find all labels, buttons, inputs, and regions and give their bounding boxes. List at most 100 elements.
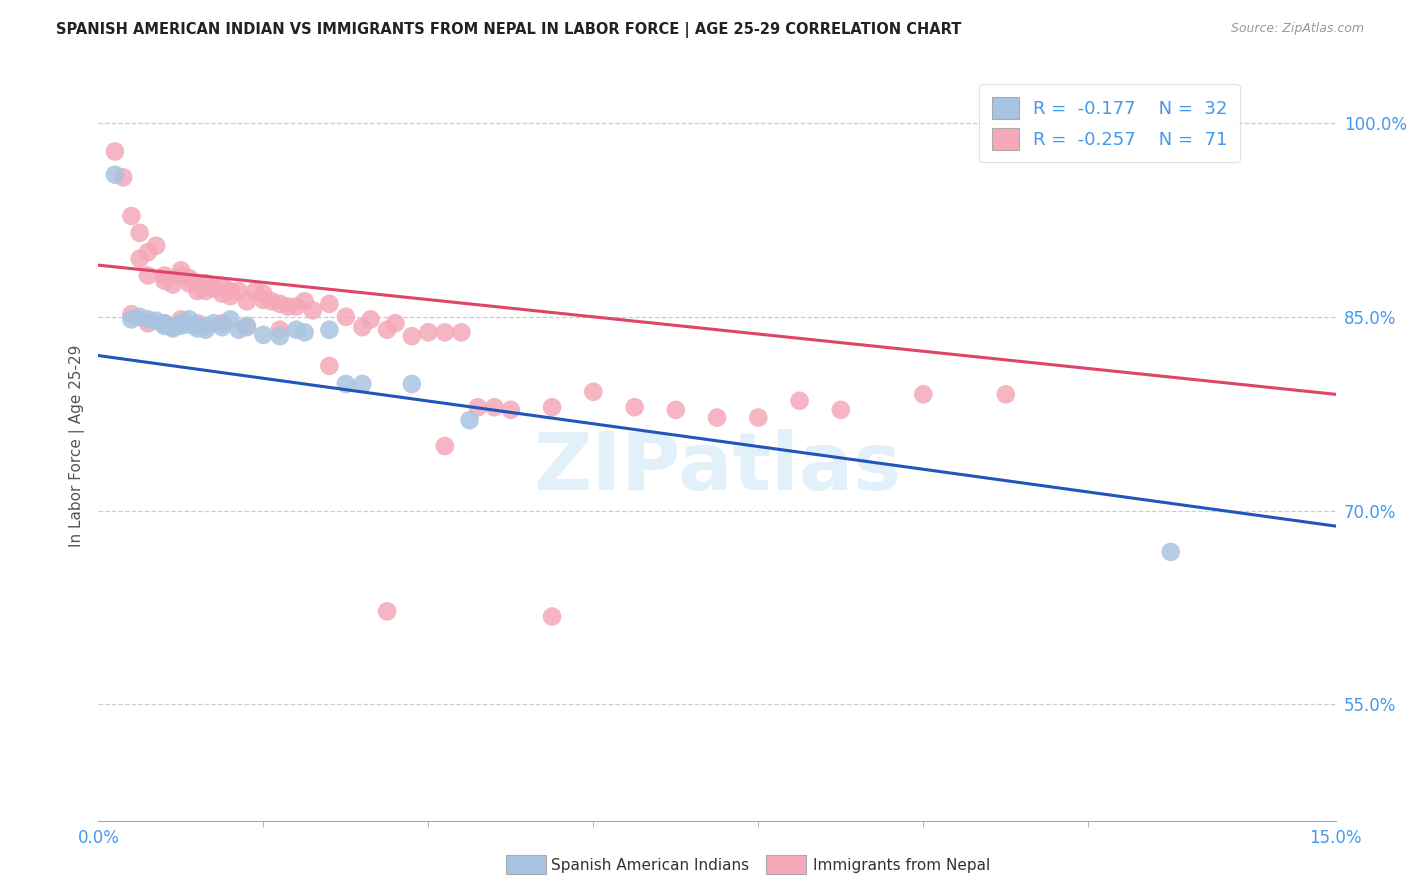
Text: Immigrants from Nepal: Immigrants from Nepal [813, 858, 990, 872]
Point [318, 359, 340, 373]
Point [120, 307, 142, 321]
Point [162, 320, 184, 334]
Point [153, 316, 176, 330]
Point [136, 268, 159, 283]
Point [269, 297, 291, 311]
Y-axis label: In Labor Force | Age 25-29: In Labor Force | Age 25-29 [69, 345, 84, 547]
Point [384, 316, 406, 330]
Point [219, 312, 242, 326]
Point [285, 323, 308, 337]
Text: Source: ZipAtlas.com: Source: ZipAtlas.com [1230, 22, 1364, 36]
Point [228, 323, 250, 337]
Point [179, 271, 201, 285]
Point [186, 316, 208, 330]
Point [375, 604, 398, 618]
Point [1160, 545, 1182, 559]
Point [186, 277, 208, 291]
Point [499, 402, 522, 417]
Point [285, 300, 308, 314]
Point [294, 294, 316, 309]
Point [912, 387, 935, 401]
Point [170, 263, 193, 277]
Point [830, 402, 852, 417]
Point [236, 294, 259, 309]
Point [228, 284, 250, 298]
Point [211, 278, 233, 293]
Point [202, 316, 225, 330]
Point [104, 168, 127, 182]
Point [170, 318, 193, 333]
Point [360, 312, 382, 326]
Point [352, 376, 374, 391]
Point [252, 327, 274, 342]
Point [145, 314, 167, 328]
Point [170, 312, 193, 326]
Point [401, 329, 423, 343]
Point [179, 312, 201, 326]
Point [153, 318, 176, 333]
Point [236, 320, 259, 334]
Point [623, 401, 645, 415]
Point [145, 239, 167, 253]
Point [243, 284, 266, 298]
Point [136, 245, 159, 260]
Point [994, 387, 1017, 401]
Point [211, 316, 233, 330]
Point [186, 318, 208, 333]
Point [665, 402, 688, 417]
Point [433, 439, 456, 453]
Point [112, 170, 135, 185]
Point [179, 277, 201, 291]
Point [128, 310, 150, 324]
Point [162, 321, 184, 335]
Point [186, 321, 208, 335]
Point [484, 401, 506, 415]
Point [236, 318, 259, 333]
Point [294, 326, 316, 340]
Point [541, 609, 564, 624]
Point [202, 281, 225, 295]
Point [789, 393, 811, 408]
Point [219, 284, 242, 298]
Point [450, 326, 472, 340]
Point [186, 284, 208, 298]
Point [170, 268, 193, 283]
Point [194, 323, 217, 337]
Point [467, 401, 489, 415]
Point [541, 401, 564, 415]
Point [162, 277, 184, 292]
Point [302, 303, 325, 318]
Point [136, 316, 159, 330]
Legend: R =  -0.177    N =  32, R =  -0.257    N =  71: R = -0.177 N = 32, R = -0.257 N = 71 [979, 84, 1240, 162]
Point [335, 310, 357, 324]
Point [136, 312, 159, 326]
Point [194, 318, 217, 333]
Point [120, 312, 142, 326]
Point [153, 316, 176, 330]
Point [194, 277, 217, 291]
Point [179, 318, 201, 332]
Point [120, 209, 142, 223]
Point [104, 145, 127, 159]
Point [269, 323, 291, 337]
Point [277, 300, 299, 314]
Text: SPANISH AMERICAN INDIAN VS IMMIGRANTS FROM NEPAL IN LABOR FORCE | AGE 25-29 CORR: SPANISH AMERICAN INDIAN VS IMMIGRANTS FR… [56, 22, 962, 38]
Point [194, 284, 217, 298]
Point [433, 326, 456, 340]
Point [252, 286, 274, 301]
Point [153, 274, 176, 288]
Point [252, 293, 274, 307]
Text: Spanish American Indians: Spanish American Indians [551, 858, 749, 872]
Point [318, 297, 340, 311]
Point [269, 329, 291, 343]
Point [418, 326, 440, 340]
Point [211, 320, 233, 334]
Point [128, 226, 150, 240]
Text: ZIPatlas: ZIPatlas [533, 429, 901, 508]
Point [401, 376, 423, 391]
Point [260, 294, 283, 309]
Point [352, 320, 374, 334]
Point [211, 286, 233, 301]
Point [582, 384, 605, 399]
Point [318, 323, 340, 337]
